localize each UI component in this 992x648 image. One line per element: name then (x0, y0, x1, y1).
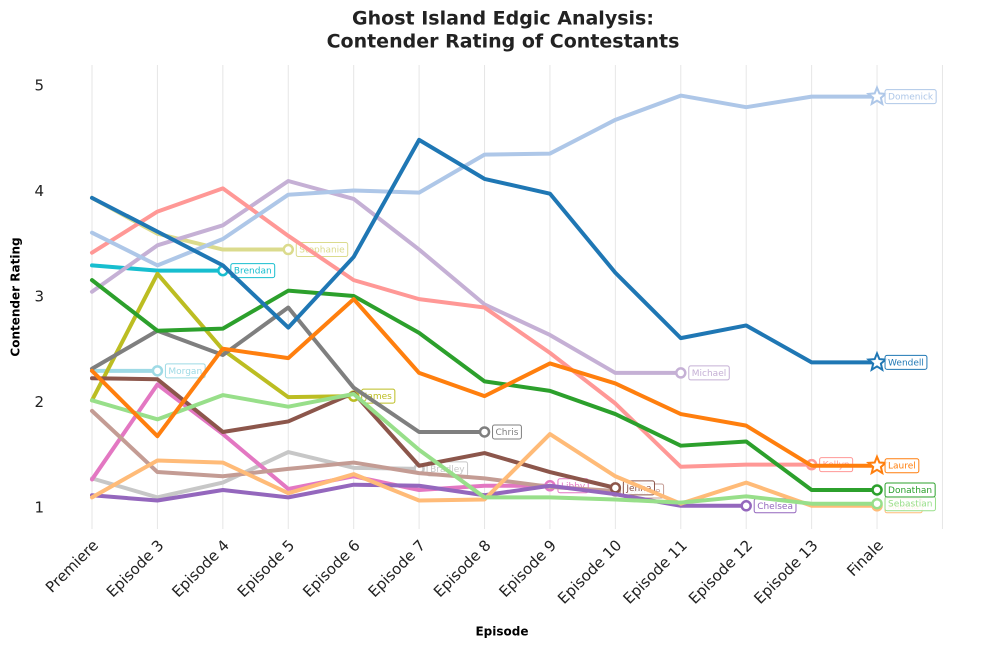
x-tick-label: Episode 9 (495, 536, 560, 601)
x-tick-label: Episode 3 (103, 536, 168, 601)
x-tick-label: Premiere (42, 536, 102, 596)
series-line (90, 186, 814, 469)
end-marker (871, 484, 883, 496)
series-label: Chris (492, 424, 522, 440)
label-text: Stephanie (299, 246, 345, 256)
label-text: Domenick (888, 93, 934, 103)
y-axis-label: Contender Rating (9, 237, 23, 356)
end-marker (675, 367, 687, 379)
x-tick-label: Episode 10 (554, 536, 625, 607)
series-label: Laurel (884, 458, 920, 474)
y-tick-label: 3 (34, 288, 44, 306)
series-label: Donathan (884, 482, 936, 498)
end-marker (478, 426, 491, 438)
x-tick-label: Episode 6 (299, 536, 364, 601)
label-text: Brendan (234, 267, 272, 277)
end-marker (740, 500, 752, 512)
x-tick-label: Episode 13 (750, 536, 821, 607)
series-label: Wendell (884, 354, 928, 370)
series-label: Sebastian (884, 496, 936, 512)
series-line (90, 195, 291, 252)
x-tick-label: Episode 4 (168, 536, 233, 601)
series-line (90, 278, 880, 492)
chart-title: Ghost Island Edgic Analysis: (352, 8, 654, 30)
label-text: Morgan (168, 367, 202, 377)
x-tick-label: Finale (843, 536, 887, 580)
label-text: Jenna (625, 484, 651, 494)
end-marker (609, 482, 622, 494)
series-line (90, 432, 880, 508)
chart-title: Contender Rating of Contestants (327, 31, 680, 53)
y-tick-label: 2 (34, 393, 44, 411)
label-text: Chelsea (757, 502, 793, 512)
x-tick-label: Episode 7 (365, 536, 430, 601)
label-box (884, 482, 936, 498)
series-line (90, 408, 618, 494)
end-marker (866, 84, 889, 107)
series-line (90, 137, 880, 365)
y-tick-label: 4 (34, 182, 44, 200)
series-line (90, 450, 422, 500)
series-line (90, 297, 880, 468)
label-box (688, 365, 730, 381)
x-axis-label: Episode (475, 625, 528, 639)
end-marker (151, 365, 164, 377)
series-label: Stephanie (295, 242, 349, 258)
series-line (90, 263, 225, 273)
label-text: Donathan (888, 486, 932, 496)
series-label: Domenick (884, 89, 937, 105)
x-tick-label: Episode 11 (620, 536, 691, 607)
end-marker (866, 454, 889, 476)
label-box (492, 424, 522, 440)
end-marker (282, 243, 295, 256)
x-tick-label: Episode 5 (234, 536, 299, 601)
series-line (90, 93, 880, 268)
label-box (884, 458, 920, 474)
x-tick-label: Episode 8 (430, 536, 495, 601)
label-box (884, 354, 928, 370)
end-marker (871, 497, 883, 510)
end-marker (866, 350, 889, 372)
label-box (884, 89, 937, 105)
series-label: Michael (688, 365, 730, 381)
y-tick-label: 5 (34, 77, 44, 95)
series-line (90, 392, 880, 506)
label-text: James (364, 392, 392, 402)
label-text: Laurel (888, 462, 916, 472)
x-tick-label: Episode 12 (685, 536, 756, 607)
label-text: Sebastian (888, 500, 932, 510)
series-label: Brendan (230, 263, 276, 279)
label-text: Wendell (888, 358, 924, 368)
series-label: Morgan (164, 363, 206, 379)
series-line (90, 482, 749, 508)
series-line (90, 179, 683, 375)
y-tick-label: 1 (34, 498, 44, 516)
label-text: Michael (692, 369, 726, 379)
label-text: Chris (496, 428, 519, 438)
